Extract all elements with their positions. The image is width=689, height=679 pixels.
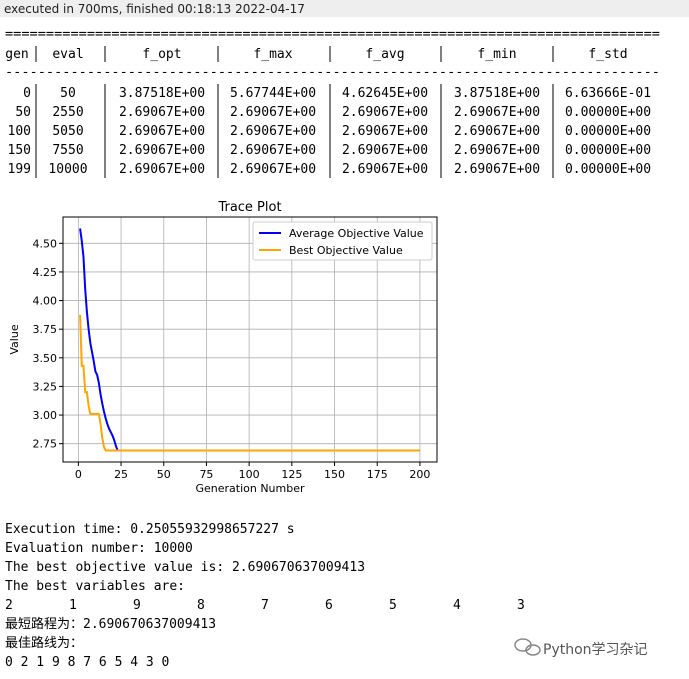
cell: 4.62645E+00 bbox=[342, 86, 428, 101]
cell: 5050 bbox=[52, 124, 83, 139]
cell: 2550 bbox=[52, 105, 83, 120]
cell: 0.00000E+00 bbox=[565, 124, 651, 139]
cell: 0 bbox=[23, 86, 31, 101]
cell: 0.00000E+00 bbox=[565, 143, 651, 158]
column-header: eval bbox=[52, 47, 83, 62]
cell: 0.00000E+00 bbox=[565, 162, 651, 177]
variable: 5 bbox=[389, 598, 397, 613]
y-tick-label: 2.75 bbox=[33, 438, 58, 451]
cell: 2.69067E+00 bbox=[119, 143, 205, 158]
variable: 2 bbox=[5, 598, 13, 613]
x-tick-label: 175 bbox=[367, 468, 388, 481]
column-dividers bbox=[35, 46, 554, 62]
output-line: Evaluation number: 10000 bbox=[5, 541, 193, 556]
watermark-icon bbox=[514, 638, 541, 656]
output-line: 最短路程为：2.690670637009413 bbox=[5, 616, 216, 632]
column-header: f_min bbox=[477, 47, 516, 62]
y-tick-label: 4.25 bbox=[33, 266, 58, 279]
y-tick-label: 3.00 bbox=[33, 409, 58, 422]
rule: ========================================… bbox=[5, 27, 660, 42]
chart-title: Trace Plot bbox=[217, 200, 281, 215]
output-line: Execution time: 0.25055932998657227 s bbox=[5, 522, 295, 537]
y-tick-label: 3.50 bbox=[33, 352, 58, 365]
cell: 2.69067E+00 bbox=[454, 143, 540, 158]
variable: 9 bbox=[133, 598, 141, 613]
rule: ----------------------------------------… bbox=[5, 65, 660, 80]
cell: 50 bbox=[15, 105, 31, 120]
x-tick-label: 50 bbox=[157, 468, 171, 481]
cell: 2.69067E+00 bbox=[454, 162, 540, 177]
cell: 2.69067E+00 bbox=[342, 162, 428, 177]
y-tick-label: 4.00 bbox=[33, 295, 58, 308]
series-line bbox=[79, 314, 420, 452]
cell: 2.69067E+00 bbox=[230, 124, 316, 139]
x-tick-label: 25 bbox=[114, 468, 128, 481]
x-tick-label: 100 bbox=[239, 468, 260, 481]
cell: 6.63666E-01 bbox=[565, 86, 651, 101]
column-header: gen bbox=[5, 47, 28, 62]
cell: 2.69067E+00 bbox=[342, 124, 428, 139]
cell: 7550 bbox=[52, 143, 83, 158]
x-tick-label: 125 bbox=[281, 468, 302, 481]
cell: 2.69067E+00 bbox=[119, 105, 205, 120]
column-header: f_std bbox=[588, 47, 627, 62]
variable: 1 bbox=[69, 598, 77, 613]
cell: 100 bbox=[8, 124, 31, 139]
output-line: The best variables are: bbox=[5, 579, 185, 594]
column-header: f_opt bbox=[142, 47, 181, 62]
column-header: f_max bbox=[253, 47, 292, 62]
cell: 2.69067E+00 bbox=[230, 162, 316, 177]
cell: 199 bbox=[8, 162, 31, 177]
cell: 2.69067E+00 bbox=[119, 124, 205, 139]
cell: 2.69067E+00 bbox=[454, 105, 540, 120]
legend-label: Average Objective Value bbox=[289, 227, 424, 240]
cell: 50 bbox=[60, 86, 76, 101]
legend-box bbox=[252, 221, 433, 261]
column-header: f_avg bbox=[365, 47, 404, 62]
cell: 0.00000E+00 bbox=[565, 105, 651, 120]
x-tick-label: 75 bbox=[199, 468, 213, 481]
plot-frame bbox=[62, 216, 438, 463]
x-axis-label: Generation Number bbox=[195, 482, 305, 495]
cell: 3.87518E+00 bbox=[454, 86, 540, 101]
y-tick-label: 4.50 bbox=[33, 237, 58, 250]
cell: 150 bbox=[8, 143, 31, 158]
x-tick-label: 0 bbox=[75, 468, 82, 481]
status-bar bbox=[0, 0, 689, 17]
variable: 8 bbox=[197, 598, 205, 613]
cell: 2.69067E+00 bbox=[119, 162, 205, 177]
variable: 7 bbox=[261, 598, 269, 613]
variable: 3 bbox=[517, 598, 525, 613]
cell: 2.69067E+00 bbox=[342, 105, 428, 120]
y-tick-label: 3.25 bbox=[33, 380, 58, 393]
legend-label: Best Objective Value bbox=[289, 244, 403, 257]
output-line: The best objective value is: 2.690670637… bbox=[5, 560, 365, 575]
cell: 3.87518E+00 bbox=[119, 86, 205, 101]
variable: 6 bbox=[325, 598, 333, 613]
cell: 5.67744E+00 bbox=[230, 86, 316, 101]
cell: 2.69067E+00 bbox=[342, 143, 428, 158]
row-dividers bbox=[35, 84, 554, 178]
series-line bbox=[79, 228, 420, 452]
cell: 2.69067E+00 bbox=[230, 105, 316, 120]
y-tick-label: 3.75 bbox=[33, 323, 58, 336]
y-axis-label: Value bbox=[8, 324, 21, 354]
cell: 2.69067E+00 bbox=[454, 124, 540, 139]
output-line: 最佳路线为： bbox=[5, 635, 83, 651]
x-tick-label: 200 bbox=[409, 468, 430, 481]
watermark: Python学习杂记 bbox=[543, 642, 648, 658]
variable: 4 bbox=[453, 598, 461, 613]
cell: 10000 bbox=[48, 162, 87, 177]
x-tick-label: 150 bbox=[324, 468, 345, 481]
status-text: executed in 700ms, finished 00:18:13 202… bbox=[4, 2, 305, 16]
cell: 2.69067E+00 bbox=[230, 143, 316, 158]
output-line: 0 2 1 9 8 7 6 5 4 3 0 bbox=[5, 655, 169, 670]
